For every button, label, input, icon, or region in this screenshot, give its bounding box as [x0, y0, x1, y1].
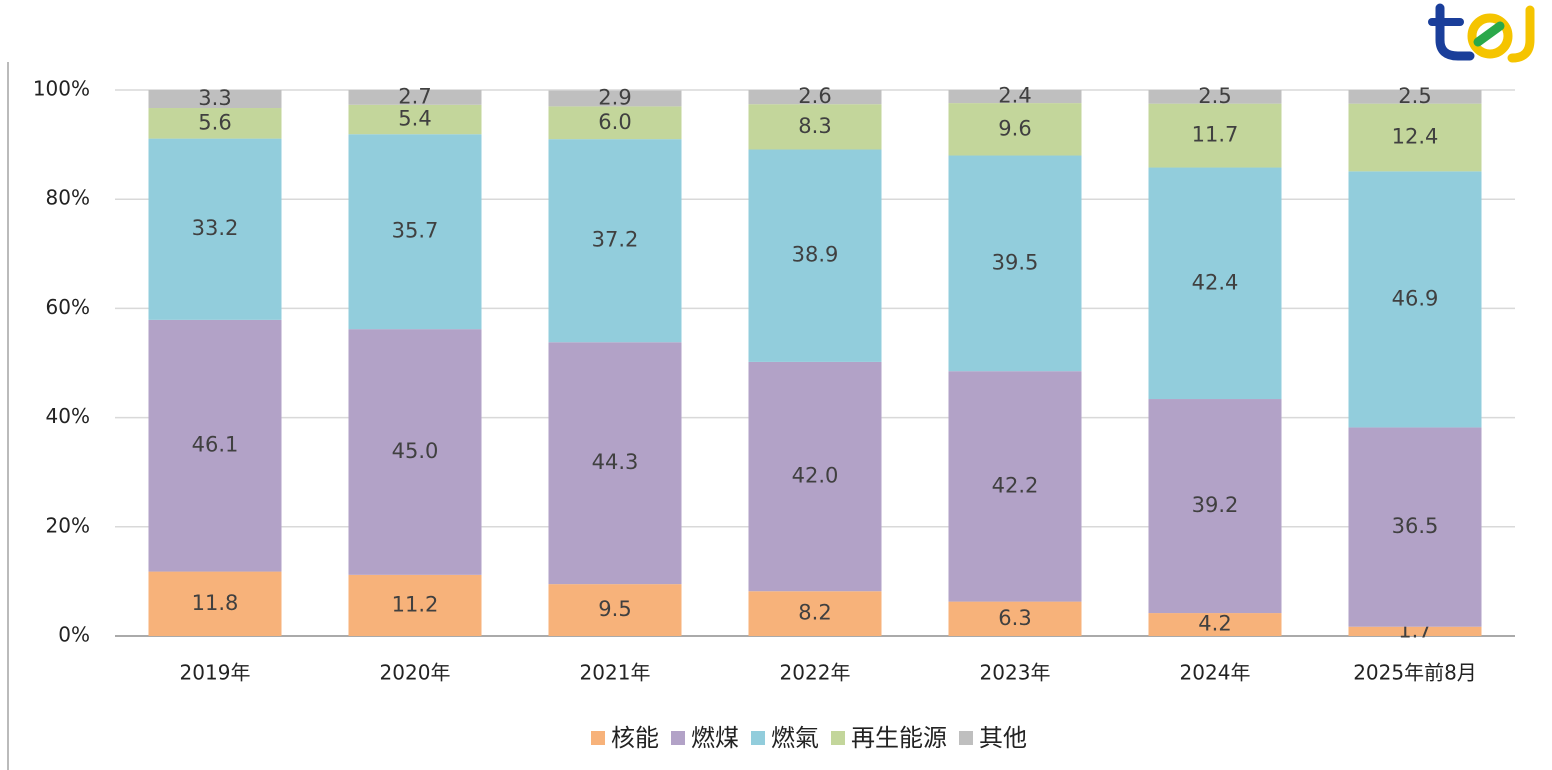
bar-segment — [148, 138, 282, 320]
y-tick-label: 80% — [46, 186, 90, 210]
data-label: 35.7 — [392, 219, 439, 243]
data-label: 6.3 — [998, 606, 1031, 630]
data-label: 42.2 — [992, 473, 1039, 497]
legend-label: 燃氣 — [771, 724, 819, 752]
legend-swatch — [751, 731, 765, 745]
bar-segment — [348, 574, 482, 636]
data-label: 46.1 — [192, 433, 239, 457]
data-label: 2.5 — [1198, 84, 1231, 108]
data-label: 42.0 — [792, 464, 839, 488]
bar-segment — [948, 155, 1082, 372]
data-label: 42.4 — [1192, 270, 1239, 294]
data-label: 2.4 — [998, 84, 1031, 108]
data-label: 46.9 — [1392, 286, 1439, 310]
data-label: 2.9 — [598, 85, 631, 109]
x-tick-label: 2021年 — [580, 661, 651, 685]
x-tick-label: 2020年 — [380, 661, 451, 685]
data-label: 8.2 — [798, 601, 831, 625]
data-label: 5.6 — [198, 110, 231, 134]
data-label: 39.2 — [1192, 493, 1239, 517]
bar-segment — [548, 90, 682, 107]
bar-segment — [148, 571, 282, 636]
x-tick-label: 2023年 — [980, 661, 1051, 685]
data-label: 11.7 — [1192, 123, 1239, 147]
data-label: 8.3 — [798, 114, 831, 138]
data-label: 2.6 — [798, 84, 831, 108]
legend-swatch — [591, 731, 605, 745]
x-tick-label: 2019年 — [180, 661, 251, 685]
bar-segment — [1348, 626, 1482, 636]
bar-segment — [548, 584, 682, 636]
bar-segment — [1348, 427, 1482, 627]
legend-label: 核能 — [611, 724, 659, 752]
data-label: 45.0 — [392, 439, 439, 463]
bar-segment — [1148, 399, 1282, 614]
data-label: 9.5 — [598, 597, 631, 621]
bar-segment — [748, 149, 882, 362]
data-label: 44.3 — [592, 450, 639, 474]
data-label: 37.2 — [592, 228, 639, 252]
data-label: 39.5 — [992, 250, 1039, 274]
bar-segment — [348, 90, 482, 105]
x-tick-label: 2022年 — [780, 661, 851, 685]
legend-label: 再生能源 — [851, 724, 947, 752]
data-label: 11.8 — [192, 591, 239, 615]
data-label: 2.5 — [1398, 84, 1431, 108]
bar-segment — [1348, 171, 1482, 428]
bar-segment — [948, 371, 1082, 602]
x-tick-label: 2025年前8月 — [1353, 661, 1477, 685]
bar-segment — [148, 319, 282, 572]
data-label: 11.2 — [392, 592, 439, 616]
legend-swatch — [831, 731, 845, 745]
logo — [1428, 3, 1535, 63]
data-label: 9.6 — [998, 116, 1031, 140]
data-label: 38.9 — [792, 243, 839, 267]
data-label: 6.0 — [598, 110, 631, 134]
bar-segment — [148, 108, 282, 139]
bar-segment — [1148, 167, 1282, 400]
bar-segment — [548, 342, 682, 585]
y-tick-label: 40% — [46, 404, 90, 428]
bar-segment — [948, 90, 1082, 104]
bar-segment — [748, 591, 882, 636]
bar-segment — [748, 104, 882, 150]
bar-segment — [948, 103, 1082, 156]
bar-segment — [1148, 103, 1282, 168]
legend-swatch — [959, 731, 973, 745]
y-tick-label: 20% — [46, 513, 90, 537]
bar-segment — [748, 361, 882, 592]
bar-segment — [1348, 90, 1482, 104]
data-label: 2.7 — [398, 84, 431, 108]
bar-segment — [748, 90, 882, 105]
bar-segment — [548, 106, 682, 140]
bar-segment — [1148, 613, 1282, 636]
data-label: 33.2 — [192, 216, 239, 240]
x-tick-label: 2024年 — [1180, 661, 1251, 685]
y-tick-label: 100% — [33, 77, 90, 101]
data-label: 3.3 — [198, 86, 231, 110]
legend-label: 燃煤 — [691, 724, 739, 752]
data-label: 12.4 — [1392, 125, 1439, 149]
y-tick-label: 0% — [58, 623, 90, 647]
data-label: 36.5 — [1392, 514, 1439, 538]
bar-segment — [1148, 90, 1282, 104]
bar-segment — [348, 134, 482, 330]
data-label: 5.4 — [398, 106, 431, 130]
bar-segment — [1348, 103, 1482, 172]
bar-segment — [948, 601, 1082, 636]
legend-swatch — [671, 731, 685, 745]
bar-segment — [348, 104, 482, 135]
data-label: 4.2 — [1198, 612, 1231, 636]
bar-segment — [548, 139, 682, 343]
legend-label: 其他 — [979, 724, 1027, 752]
bar-segment — [348, 329, 482, 575]
bar-segment — [148, 90, 282, 109]
y-tick-label: 60% — [46, 295, 90, 319]
